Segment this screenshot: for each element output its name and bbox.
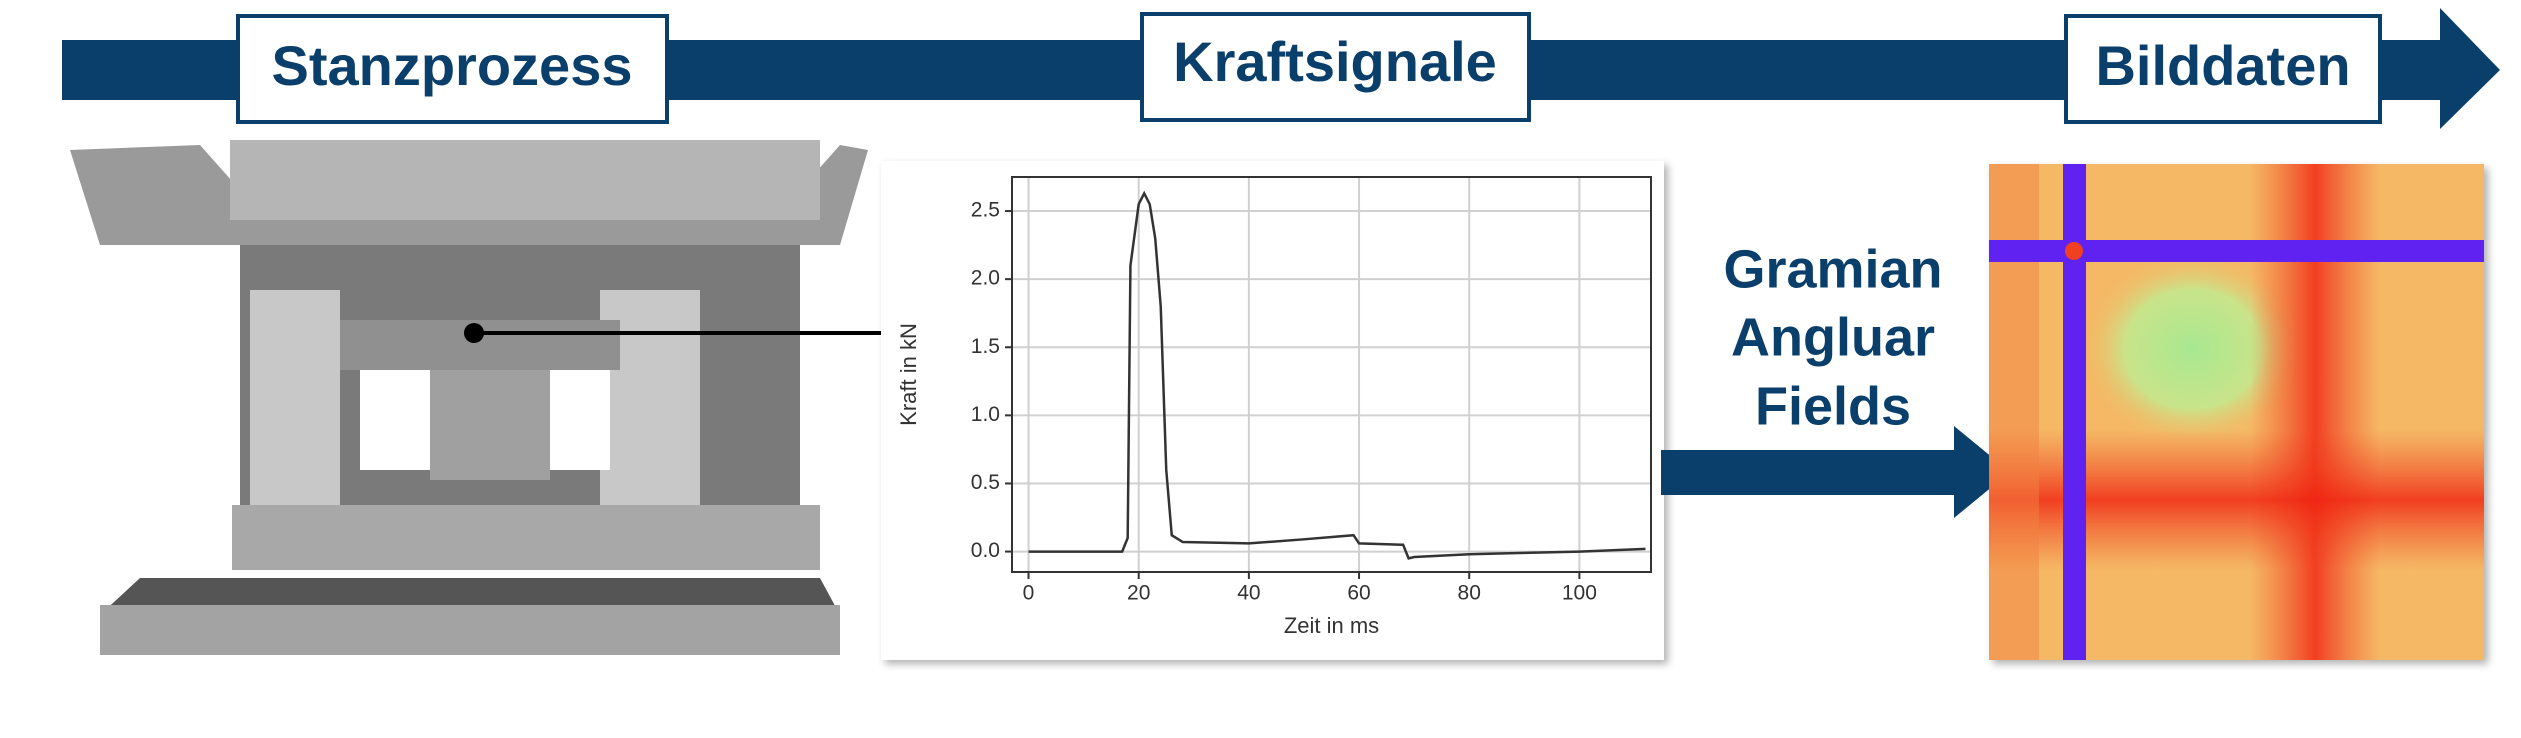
transform-arrow (1661, 426, 2010, 518)
press-illustration (70, 140, 868, 655)
stage-label: Kraftsignale (1173, 30, 1497, 93)
y-tick-label: 0.5 (971, 471, 1000, 494)
y-tick-label: 0.0 (971, 539, 1000, 562)
y-tick-label: 1.5 (971, 335, 1000, 358)
stage-label: Stanzprozess (272, 34, 633, 97)
connector-dot (464, 323, 484, 343)
stage-box (2064, 14, 2382, 124)
stage-box (1140, 12, 1531, 122)
plot-frame (1011, 176, 1652, 573)
gaf-image (1989, 164, 2484, 660)
y-tick-label: 2.0 (971, 267, 1000, 290)
y-tick-label: 1.0 (971, 403, 1000, 426)
x-axis-label: Zeit in ms (1284, 613, 1379, 638)
stage-label: Bilddaten (2095, 34, 2350, 97)
transform-label: Fields (1755, 376, 1911, 436)
x-tick-label: 40 (1237, 582, 1260, 605)
y-axis-label: Kraft in kN (896, 323, 921, 426)
transform-label: Angluar (1731, 307, 1935, 367)
stage-box (236, 14, 669, 124)
x-tick-label: 80 (1458, 582, 1481, 605)
x-tick-label: 60 (1347, 582, 1370, 605)
x-tick-label: 20 (1127, 582, 1150, 605)
x-tick-label: 100 (1562, 582, 1597, 605)
transform-label: Gramian (1723, 239, 1942, 299)
force-chart: 0 20 40 60 80 100 0.0 0.5 1.0 1.5 2.0 2.5 Zeit in ms… (896, 176, 1652, 638)
data-line (1028, 190, 1646, 560)
y-tick-label: 2.5 (971, 199, 1000, 222)
x-tick-label: 0 (1023, 582, 1035, 605)
